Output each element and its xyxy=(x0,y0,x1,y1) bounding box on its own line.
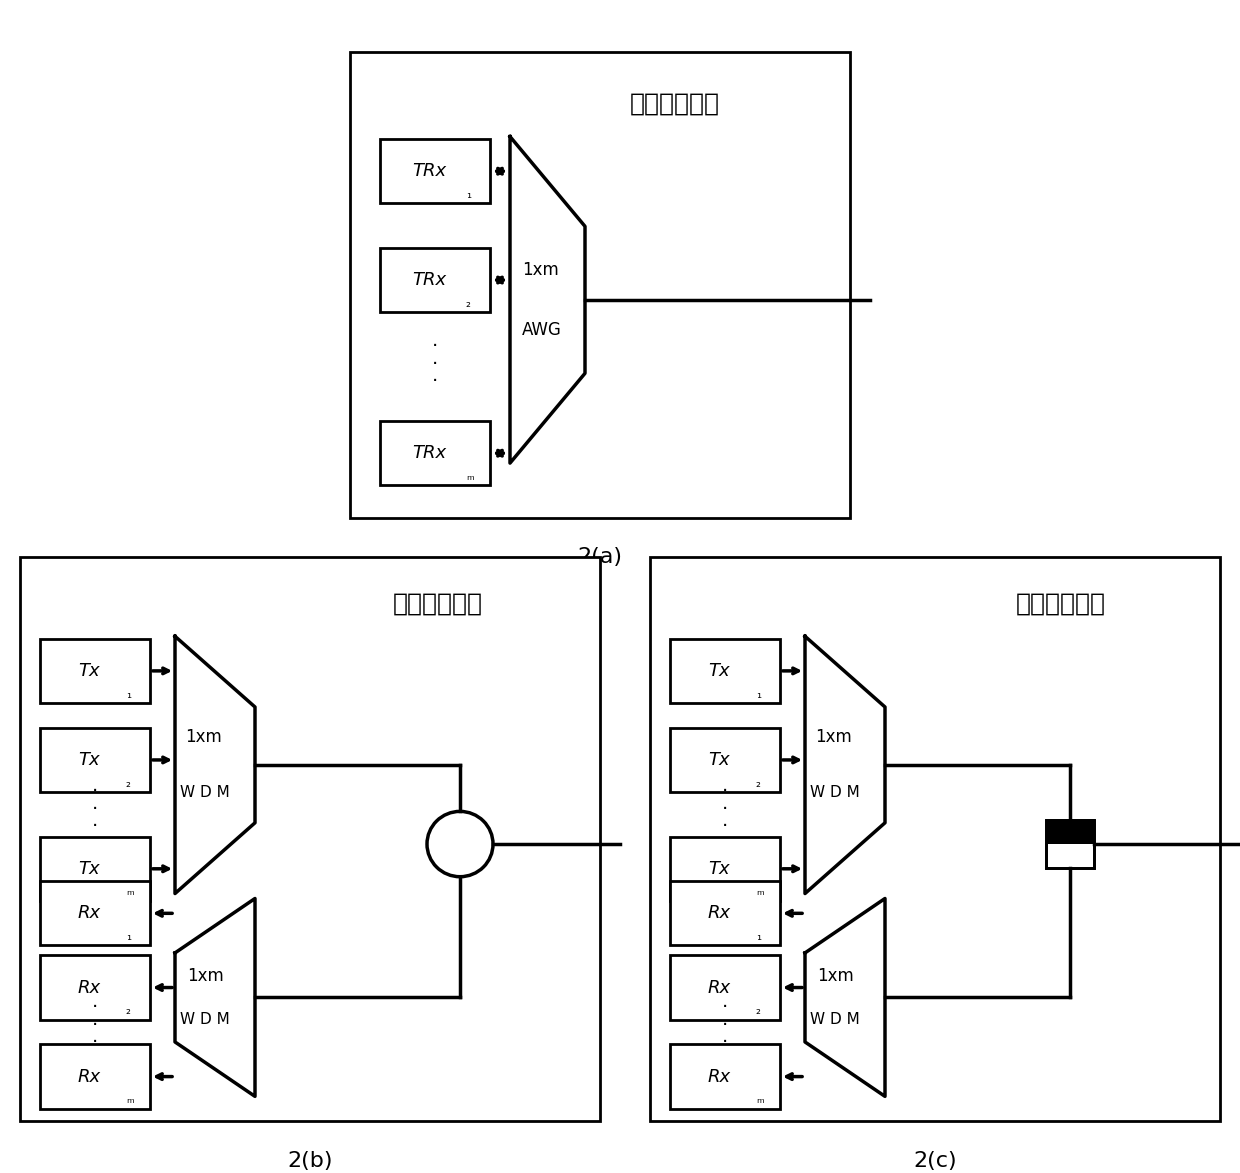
Text: 主光收发模块: 主光收发模块 xyxy=(393,591,482,616)
Text: ₁: ₁ xyxy=(126,930,131,943)
Text: ₂: ₂ xyxy=(126,777,131,789)
Bar xyxy=(1047,820,1094,845)
Text: 1xm: 1xm xyxy=(187,967,223,984)
Bar xyxy=(379,421,490,486)
Text: Rx: Rx xyxy=(708,904,732,922)
Bar xyxy=(379,248,490,312)
Text: 2(a): 2(a) xyxy=(578,547,622,568)
Bar xyxy=(40,1044,150,1108)
Bar xyxy=(670,836,780,901)
Bar xyxy=(670,881,780,945)
Text: 2(c): 2(c) xyxy=(913,1151,957,1171)
Bar xyxy=(20,557,600,1121)
Bar xyxy=(670,727,780,792)
Text: ·
·
·: · · · xyxy=(722,998,728,1052)
Bar xyxy=(40,727,150,792)
Text: ₁: ₁ xyxy=(126,687,131,700)
Bar xyxy=(40,836,150,901)
Text: Tx: Tx xyxy=(78,662,100,680)
Text: ·
·
·: · · · xyxy=(92,782,98,836)
Text: ₂: ₂ xyxy=(466,297,471,310)
Bar xyxy=(1047,820,1094,868)
Text: ₁: ₁ xyxy=(756,930,761,943)
Text: ₂: ₂ xyxy=(756,1004,761,1017)
Text: 主光收发模块: 主光收发模块 xyxy=(630,91,720,116)
Text: ₘ: ₘ xyxy=(756,886,764,899)
Text: Tx: Tx xyxy=(709,751,730,769)
Text: Rx: Rx xyxy=(78,1067,102,1085)
Text: W D M: W D M xyxy=(810,1011,859,1026)
Text: 1xm: 1xm xyxy=(185,728,222,746)
Text: Rx: Rx xyxy=(708,1067,732,1085)
Bar xyxy=(1047,820,1094,868)
Text: 1xm: 1xm xyxy=(817,967,854,984)
Text: ₁: ₁ xyxy=(756,687,761,700)
Text: Rx: Rx xyxy=(78,904,102,922)
Text: ₂: ₂ xyxy=(756,777,761,789)
Bar xyxy=(40,955,150,1019)
Text: 1xm: 1xm xyxy=(522,262,559,279)
Text: ·
·
·: · · · xyxy=(92,998,98,1052)
Text: ₘ: ₘ xyxy=(756,1093,764,1106)
Text: Rx: Rx xyxy=(78,978,102,997)
Text: W D M: W D M xyxy=(810,785,859,800)
Text: Tx: Tx xyxy=(78,751,100,769)
Text: ₁: ₁ xyxy=(466,188,471,201)
Text: ₘ: ₘ xyxy=(126,886,134,899)
Text: AWG: AWG xyxy=(522,320,562,339)
Bar xyxy=(40,639,150,703)
Bar xyxy=(379,140,490,203)
Bar xyxy=(650,557,1220,1121)
Text: Rx: Rx xyxy=(708,978,732,997)
Text: ·
·
·: · · · xyxy=(722,782,728,836)
Text: 主光收发模块: 主光收发模块 xyxy=(1016,591,1105,616)
Text: TRx: TRx xyxy=(413,162,446,181)
Bar xyxy=(350,53,849,517)
Text: ₘ: ₘ xyxy=(466,470,474,483)
Bar xyxy=(670,955,780,1019)
Text: W D M: W D M xyxy=(180,785,229,800)
Text: Tx: Tx xyxy=(78,860,100,877)
Text: Tx: Tx xyxy=(709,662,730,680)
Text: 2(b): 2(b) xyxy=(288,1151,332,1171)
Text: ₘ: ₘ xyxy=(126,1093,134,1106)
Bar xyxy=(40,881,150,945)
Text: TRx: TRx xyxy=(413,445,446,462)
Text: TRx: TRx xyxy=(413,271,446,289)
Text: 1xm: 1xm xyxy=(815,728,852,746)
Bar xyxy=(670,1044,780,1108)
Text: W D M: W D M xyxy=(180,1011,229,1026)
Text: Tx: Tx xyxy=(709,860,730,877)
Bar xyxy=(670,639,780,703)
Text: ₂: ₂ xyxy=(126,1004,131,1017)
Text: ·
·
·: · · · xyxy=(432,337,438,391)
